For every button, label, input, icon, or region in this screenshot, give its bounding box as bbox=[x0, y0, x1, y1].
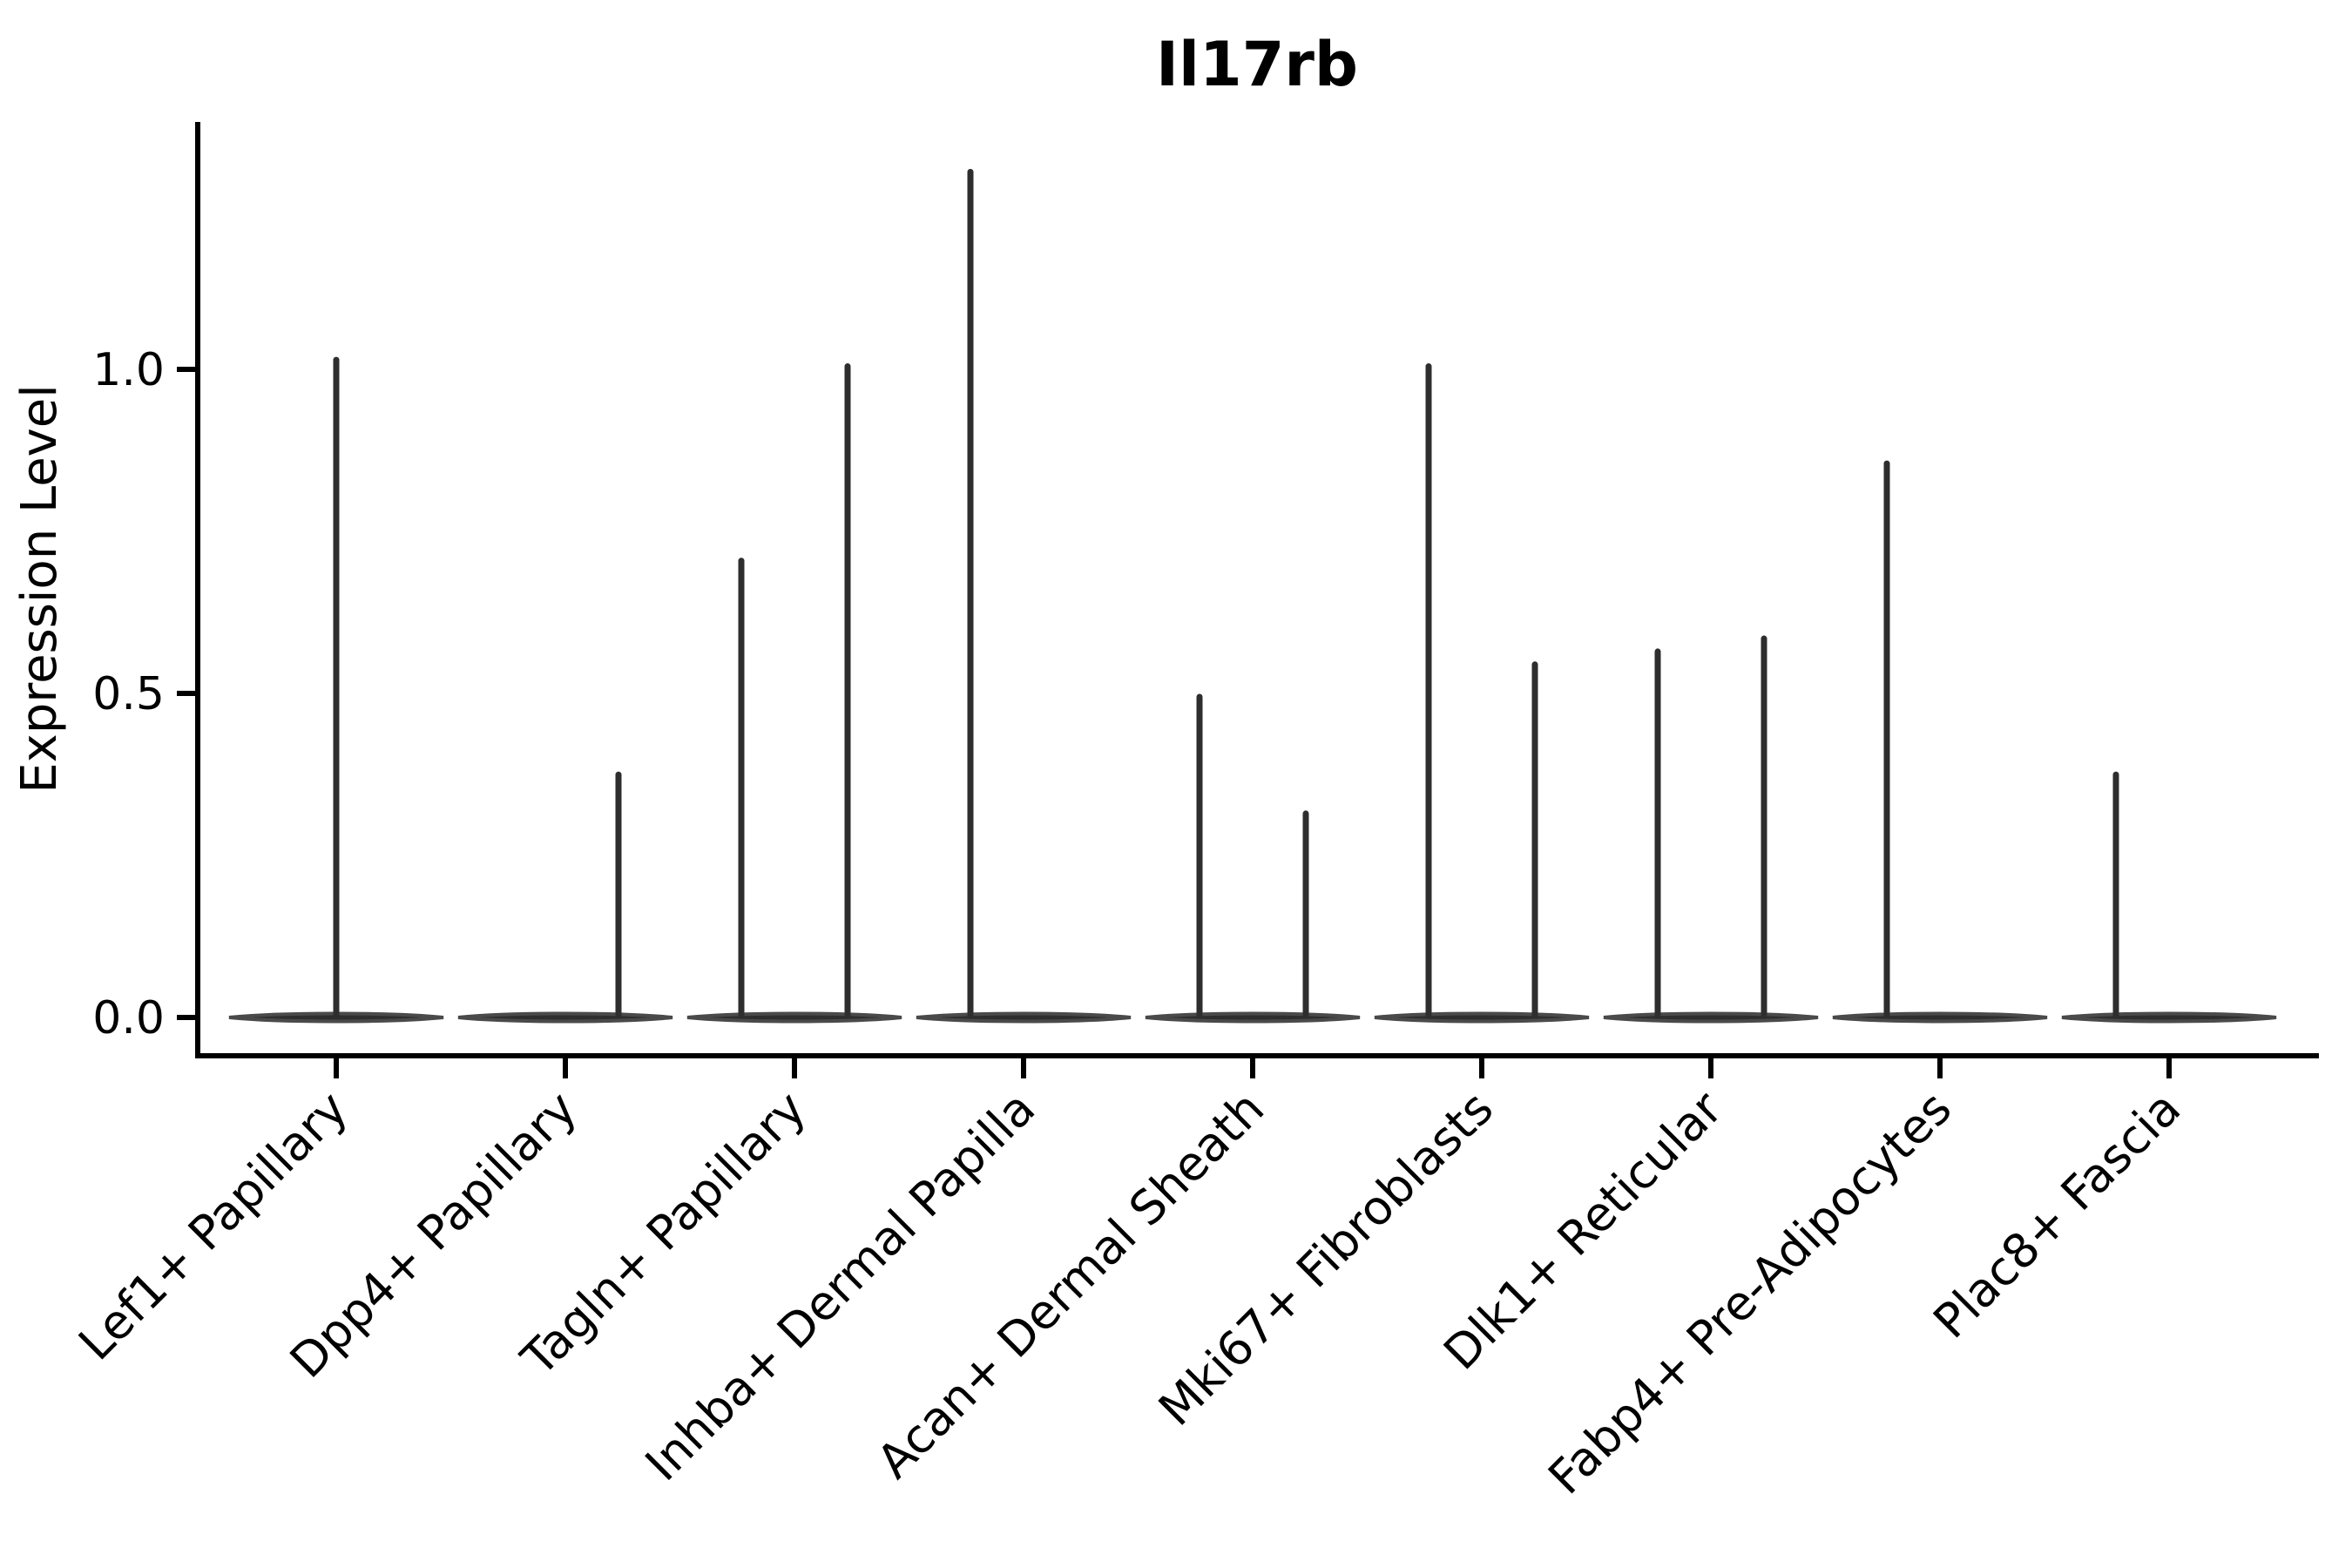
violin-flat bbox=[1603, 1011, 1819, 1024]
violin-flat bbox=[916, 1011, 1132, 1024]
x-tick-label: Plac8+ Fascia bbox=[1923, 1081, 2191, 1349]
x-tick-label: Inhba+ Dermal Papilla bbox=[635, 1081, 1045, 1491]
violin-flat bbox=[2061, 1011, 2277, 1024]
violin-flat bbox=[1145, 1011, 1361, 1024]
y-tick-label: 1.0 bbox=[92, 344, 165, 396]
chart-title: Il17rb bbox=[1156, 29, 1358, 100]
violin-flat bbox=[1832, 1011, 2048, 1024]
violin-flat bbox=[686, 1011, 902, 1024]
x-tick-label: Fabp4+ Pre-Adipocytes bbox=[1538, 1081, 1962, 1505]
y-tick-label: 0.5 bbox=[92, 668, 165, 720]
violin-flat bbox=[1374, 1011, 1590, 1024]
x-tick-label: Acan+ Dermal Sheath bbox=[867, 1081, 1274, 1489]
y-ticks-group: 0.0 0.5 1.0 bbox=[92, 344, 198, 1044]
violins-group bbox=[228, 168, 2277, 1024]
y-tick-label: 0.0 bbox=[92, 992, 165, 1044]
violin-flat bbox=[457, 1011, 673, 1024]
y-axis-label: Expression Level bbox=[11, 384, 68, 794]
